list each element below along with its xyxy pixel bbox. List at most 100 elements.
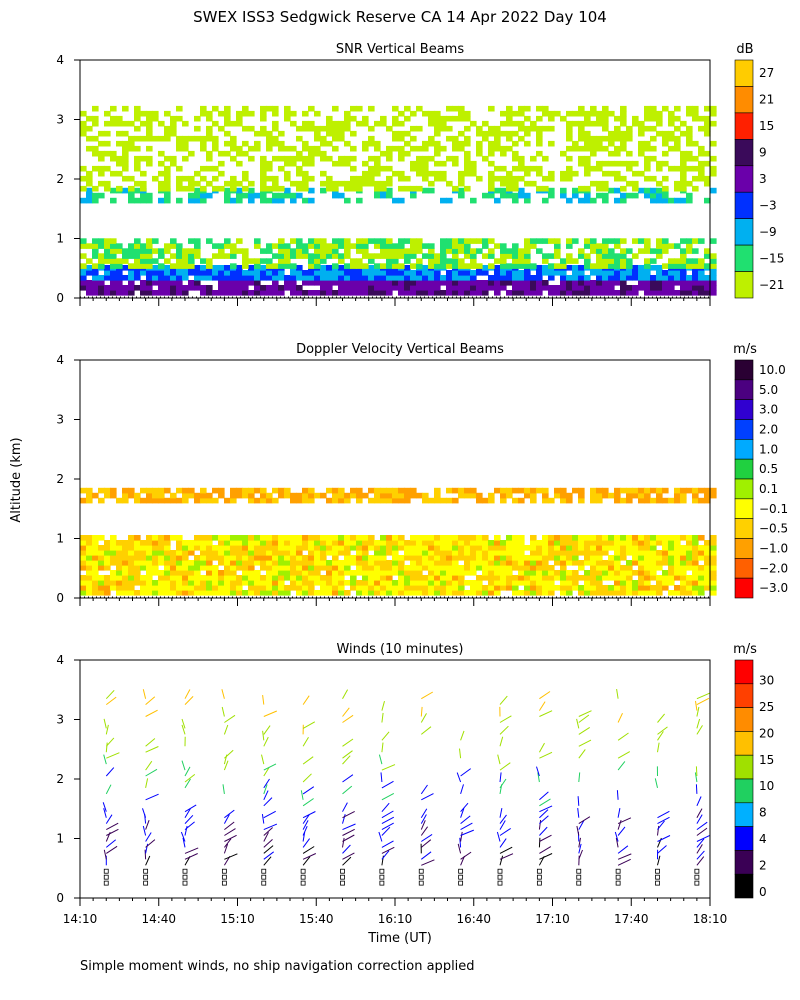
heatmap-cell <box>518 258 525 264</box>
heatmap-cell <box>596 540 603 546</box>
heatmap-cell <box>386 180 393 187</box>
heatmap-cell <box>230 175 237 182</box>
heatmap-cell <box>122 120 129 127</box>
wind-barb <box>381 764 396 771</box>
wind-barb <box>184 778 191 789</box>
heatmap-cell <box>302 580 309 586</box>
wind-barb <box>696 725 703 735</box>
heatmap-cell <box>200 185 207 192</box>
wind-barb <box>539 691 551 700</box>
heatmap-cell <box>194 580 201 586</box>
heatmap-cell <box>350 105 357 112</box>
heatmap-cell <box>512 545 519 551</box>
heatmap-cell <box>572 280 579 286</box>
heatmap-cell <box>92 135 99 142</box>
heatmap-cell <box>566 585 573 591</box>
heatmap-cell <box>410 290 417 296</box>
heatmap-cell <box>548 115 555 122</box>
heatmap-cell <box>128 275 135 281</box>
heatmap-cell <box>626 545 633 551</box>
heatmap-cell <box>272 540 279 546</box>
heatmap-cell <box>200 192 207 199</box>
heatmap-cell <box>188 253 195 259</box>
heatmap-cell <box>284 115 291 122</box>
heatmap-cell <box>356 290 363 296</box>
wind-barb <box>460 768 471 777</box>
heatmap-cell <box>470 560 477 566</box>
wind-barb <box>142 808 147 818</box>
wind-barb <box>459 837 462 848</box>
heatmap-cell <box>626 560 633 566</box>
wind-barb <box>222 784 225 794</box>
heatmap-cell <box>596 135 603 142</box>
heatmap-cell <box>488 570 495 576</box>
heatmap-cell <box>548 575 555 581</box>
heatmap-cell <box>638 590 645 596</box>
heatmap-cell <box>116 155 123 162</box>
heatmap-cell <box>704 105 711 112</box>
heatmap-cell <box>506 180 513 187</box>
heatmap-cell <box>296 545 303 551</box>
heatmap-cell <box>416 570 423 576</box>
heatmap-cell <box>560 535 567 541</box>
heatmap-cell <box>518 270 525 276</box>
heatmap-cell <box>350 555 357 561</box>
heatmap-cell <box>164 135 171 142</box>
heatmap-cell <box>632 180 639 187</box>
heatmap-cell <box>278 192 285 199</box>
heatmap-cell <box>194 565 201 571</box>
heatmap-cell <box>524 590 531 596</box>
heatmap-cell <box>92 540 99 546</box>
heatmap-cell <box>524 180 531 187</box>
heatmap-cell <box>356 285 363 291</box>
heatmap-cell <box>110 555 117 561</box>
heatmap-cell <box>434 110 441 117</box>
heatmap-cell <box>602 487 609 494</box>
heatmap-cell <box>692 565 699 571</box>
heatmap-cell <box>242 105 249 112</box>
heatmap-cell <box>620 550 627 556</box>
heatmap-cell <box>428 275 435 281</box>
heatmap-cell <box>326 115 333 122</box>
heatmap-cell <box>140 280 147 286</box>
heatmap-cell <box>440 497 447 504</box>
heatmap-cell <box>536 487 543 494</box>
heatmap-cell <box>206 258 213 264</box>
heatmap-cell <box>236 535 243 541</box>
heatmap-cell <box>332 125 339 132</box>
wind-barb <box>105 839 117 848</box>
heatmap-cell <box>170 243 177 249</box>
heatmap-cell <box>452 545 459 551</box>
heatmap-cell <box>566 535 573 541</box>
heatmap-cell <box>506 492 513 499</box>
heatmap-cell <box>668 115 675 122</box>
heatmap-cell <box>146 492 153 499</box>
heatmap-cell <box>410 545 417 551</box>
heatmap-cell <box>590 590 597 596</box>
heatmap-cell <box>698 145 705 152</box>
heatmap-cell <box>704 565 711 571</box>
heatmap-cell <box>596 140 603 147</box>
heatmap-cell <box>488 263 495 269</box>
heatmap-cell <box>488 192 495 199</box>
heatmap-cell <box>674 590 681 596</box>
heatmap-cell <box>230 280 237 286</box>
heatmap-cell <box>110 258 117 264</box>
heatmap-cell <box>278 263 285 269</box>
heatmap-cell <box>464 270 471 276</box>
heatmap-cell <box>302 180 309 187</box>
wind-barb <box>381 802 390 813</box>
heatmap-cell <box>128 197 135 204</box>
heatmap-cell <box>158 487 165 494</box>
heatmap-cell <box>464 285 471 291</box>
heatmap-cell <box>272 275 279 281</box>
heatmap-cell <box>518 535 525 541</box>
heatmap-cell <box>344 197 351 204</box>
heatmap-cell <box>236 115 243 122</box>
heatmap-cell <box>464 560 471 566</box>
heatmap-cell <box>692 580 699 586</box>
heatmap-cell <box>86 545 93 551</box>
heatmap-cell <box>638 150 645 157</box>
heatmap-cell <box>500 560 507 566</box>
heatmap-cell <box>266 545 273 551</box>
